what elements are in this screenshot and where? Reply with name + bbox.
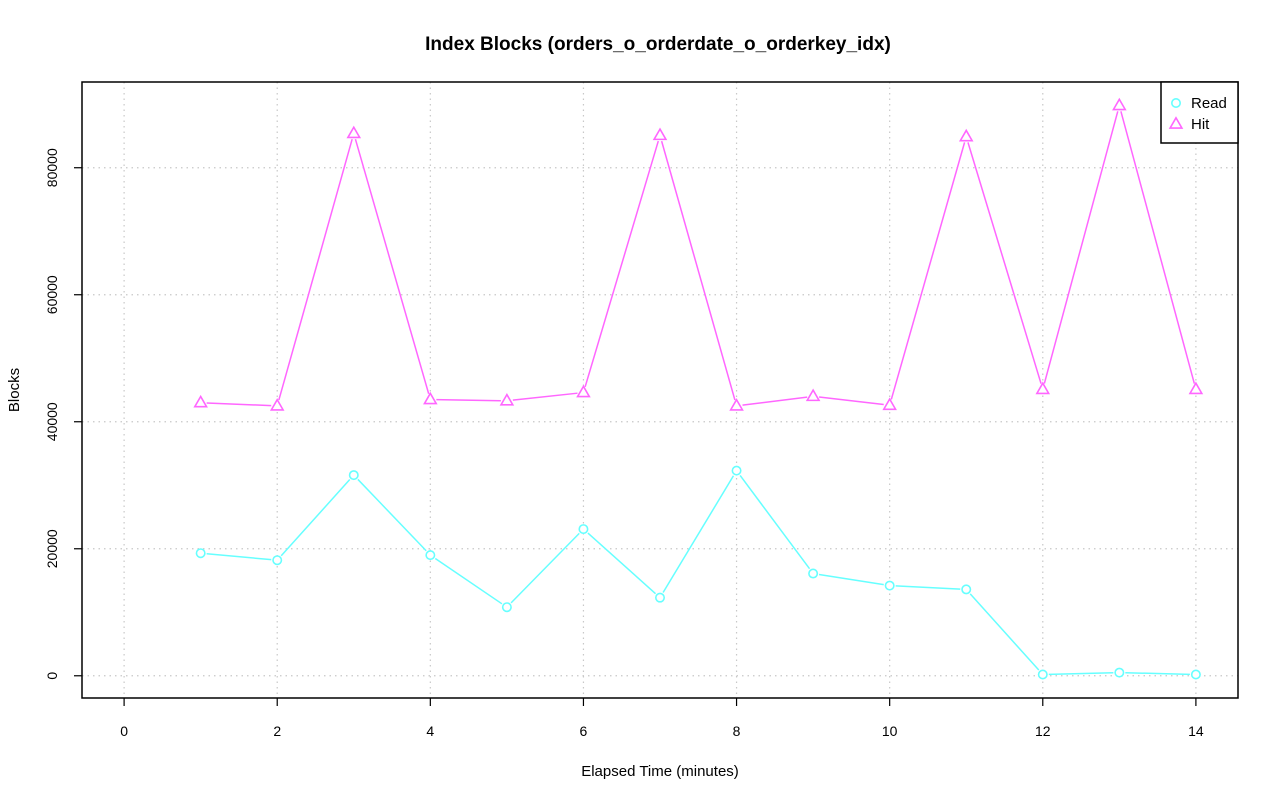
x-tick-label: 2 (273, 723, 281, 739)
series-hit-segment (206, 402, 272, 407)
series-hit-point (1188, 381, 1204, 395)
series-read-segment (434, 557, 503, 605)
x-tick-label: 8 (733, 723, 741, 739)
series-hit-segment (967, 142, 1042, 384)
series-read-segment (969, 593, 1040, 671)
series-read-point (884, 580, 895, 591)
series-hit-segment (512, 392, 578, 401)
series-read-point (195, 548, 206, 559)
series-read-point (578, 524, 589, 535)
series-read-segment (895, 585, 961, 590)
series-read-segment (1048, 671, 1114, 676)
series-read-segment (206, 553, 272, 561)
series-read-point (1114, 667, 1125, 678)
series-read-point (654, 592, 665, 603)
legend: Read Hit (1160, 81, 1239, 144)
series-hit-segment (742, 396, 808, 406)
x-axis-label: Elapsed Time (minutes) (581, 763, 739, 780)
legend-hit-marker (1168, 116, 1184, 129)
series-read-point (501, 602, 512, 613)
series-hit-segment (890, 142, 966, 400)
series-read-point (808, 568, 819, 579)
series-hit-point (729, 398, 744, 411)
series-hit-segment (354, 138, 430, 394)
axes: 0 2 4 6 8 10 12 14 0 20000 40000 60000 80000 (44, 148, 1204, 739)
series-hit-point (805, 388, 821, 402)
series-hit-segment (584, 140, 660, 388)
series-hit-point (652, 127, 668, 141)
series-read-segment (587, 532, 657, 595)
series-read-point (961, 584, 972, 595)
series-read-segment (662, 475, 735, 593)
x-tick-label: 10 (882, 723, 898, 739)
plot-frame (81, 81, 1239, 699)
series-hit-segment (818, 396, 884, 406)
data-series (193, 97, 1204, 680)
y-axis-label: Blocks (6, 368, 23, 412)
series-hit-point (499, 392, 515, 406)
y-tick-label: 0 (44, 672, 60, 680)
series-read-segment (357, 478, 427, 552)
series-read-point (272, 555, 283, 566)
x-tick-label: 0 (120, 723, 128, 739)
y-tick-label: 60000 (44, 275, 60, 314)
series-hit-segment (278, 139, 353, 401)
series-read-segment (739, 475, 811, 570)
y-tick-label: 80000 (44, 148, 60, 187)
legend-hit-label: Hit (1191, 116, 1210, 133)
series-read-segment (1125, 671, 1190, 676)
series-read-point (1037, 669, 1048, 680)
series-read-point (731, 465, 742, 476)
series-read-segment (818, 573, 884, 586)
series-read-point (1190, 669, 1201, 680)
series-read-point (425, 550, 436, 561)
series-hit-point (346, 125, 362, 139)
series-read-segment (510, 532, 580, 604)
legend-read-label: Read (1191, 95, 1227, 112)
series-hit-segment (1043, 111, 1119, 384)
series-hit-point (193, 394, 208, 408)
series-hit-point (576, 384, 591, 398)
y-tick-label: 40000 (44, 402, 60, 441)
series-hit-segment (436, 398, 501, 402)
series-hit-point (1112, 97, 1127, 111)
series-hit-point (958, 128, 974, 142)
x-tick-label: 6 (580, 723, 588, 739)
series-hit-point (882, 397, 897, 411)
series-hit-point (1035, 381, 1051, 395)
series-read (195, 465, 1201, 680)
x-tick-label: 4 (426, 723, 434, 739)
chart-title: Index Blocks (orders_o_orderdate_o_order… (425, 34, 891, 55)
x-tick-label: 12 (1035, 723, 1051, 739)
series-hit-segment (660, 140, 736, 401)
legend-box (1160, 81, 1239, 144)
series-hit-segment (1120, 111, 1196, 384)
y-tick-label: 20000 (44, 529, 60, 568)
series-read-point (348, 470, 359, 481)
series-read-segment (280, 479, 351, 557)
legend-read-marker (1171, 98, 1182, 109)
series-hit (193, 97, 1204, 411)
x-tick-label: 14 (1188, 723, 1204, 739)
series-hit-point (423, 391, 438, 405)
series-hit-point (269, 398, 285, 411)
